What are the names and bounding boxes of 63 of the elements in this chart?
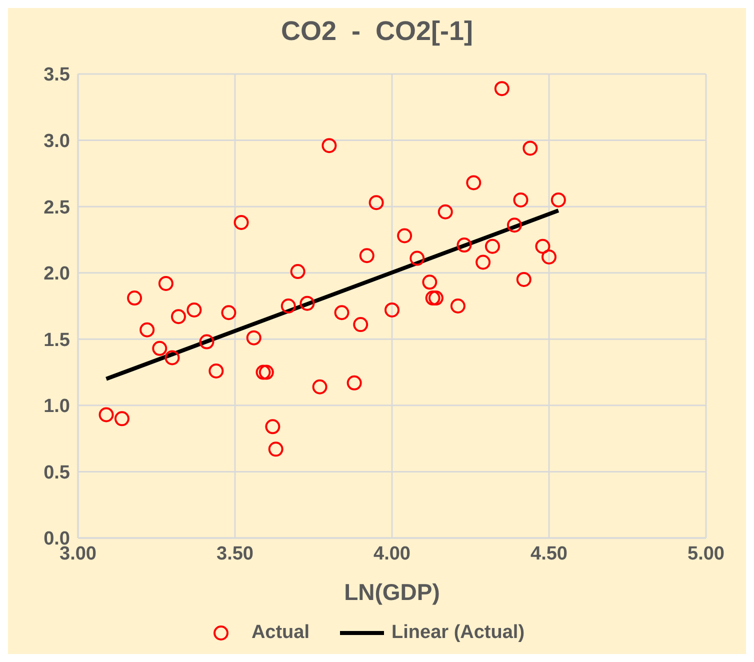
point <box>258 364 274 380</box>
point <box>494 81 510 96</box>
point <box>522 140 538 156</box>
x-tick-label: 4.00 <box>374 543 410 564</box>
point <box>353 317 368 332</box>
y-tick-label: 1.0 <box>44 396 70 418</box>
point <box>516 272 532 287</box>
chart-title: CO2 - CO2[-1] <box>280 15 474 48</box>
point <box>410 250 425 266</box>
point <box>208 363 224 378</box>
point <box>127 290 142 306</box>
point <box>334 305 350 320</box>
point <box>246 330 262 346</box>
point <box>368 195 384 210</box>
point <box>152 340 168 356</box>
y-tick-label: 3.5 <box>44 64 70 86</box>
point <box>290 264 306 280</box>
y-tick-label: 3.0 <box>44 131 70 152</box>
point <box>450 298 466 314</box>
point <box>476 254 491 270</box>
x-axis-title: LN(GDP) <box>344 579 440 605</box>
point <box>484 238 500 254</box>
point <box>428 290 444 306</box>
point <box>438 204 453 220</box>
legend-label: Actual <box>251 622 310 644</box>
point <box>513 192 528 208</box>
point <box>164 350 180 366</box>
point <box>199 334 214 350</box>
point <box>550 192 566 208</box>
point <box>384 302 400 318</box>
point <box>425 290 440 306</box>
point <box>346 375 362 390</box>
y-tick-label: 2.0 <box>44 264 70 285</box>
point <box>456 238 472 253</box>
x-tick-label: 5.00 <box>688 543 724 564</box>
point <box>140 322 155 338</box>
x-tick-label: 4.50 <box>530 543 568 564</box>
y-tick-label: 1.5 <box>44 330 70 351</box>
y-tick-label: 0.5 <box>44 462 70 484</box>
point <box>322 138 337 154</box>
point <box>170 309 186 324</box>
point <box>234 214 249 230</box>
point <box>256 364 271 380</box>
point <box>265 419 280 434</box>
point <box>506 218 522 233</box>
point <box>422 274 438 290</box>
point <box>397 228 412 244</box>
point <box>312 379 328 394</box>
point <box>300 296 315 311</box>
x-tick-label: 3.50 <box>216 543 254 564</box>
point <box>186 302 202 318</box>
point <box>359 248 374 264</box>
point <box>535 238 550 254</box>
point <box>542 249 556 264</box>
point <box>268 442 284 457</box>
point <box>221 305 236 320</box>
point <box>158 276 174 291</box>
point <box>98 407 114 422</box>
point <box>280 298 296 314</box>
point <box>466 175 482 190</box>
y-tick-label: 2.5 <box>44 197 70 218</box>
point <box>114 411 130 426</box>
legend-label: Linear (Actual) <box>392 622 525 644</box>
